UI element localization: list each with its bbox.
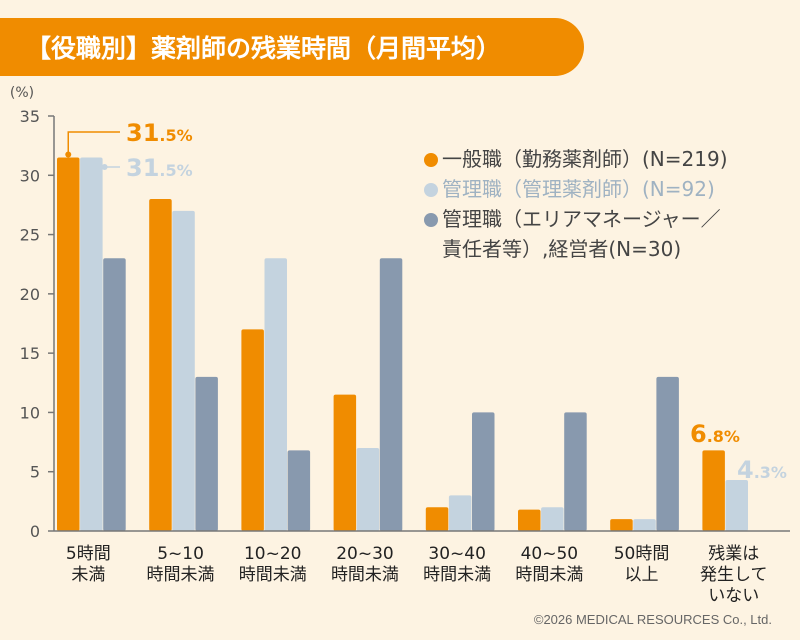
bar [149,199,172,531]
bar [241,329,264,531]
legend-item-general: 一般職（勤務薬剤師）(N=219) [424,144,764,174]
bar [264,258,287,531]
bar [333,394,357,531]
bar [379,258,403,531]
annotation-dot [101,164,108,170]
bar [702,450,725,531]
legend-label-area-manager: 管理職（エリアマネージャー／ 責任者等）,経営者(N=30) [442,207,721,261]
bar [656,376,679,531]
bar [472,412,495,531]
x-tick-label: 40~50 時間未満 [515,544,583,585]
bar [518,509,541,531]
y-tick-label: 0 [30,522,40,541]
bar [541,507,564,531]
x-tick-label: 20~30 時間未満 [331,544,399,585]
bar [564,412,587,531]
bar [103,258,126,531]
y-tick-label: 35 [20,107,40,126]
y-tick-label: 25 [20,226,40,245]
x-tick-label: 残業は発生していない [700,544,768,606]
data-label: 31.5% [126,119,193,147]
x-tick-label: 5~10 時間未満 [147,544,215,585]
legend-label-manager: 管理職（管理薬剤師）(N=92) [442,177,715,201]
legend-item-area-manager: 管理職（エリアマネージャー／ 責任者等）,経営者(N=30) [424,204,764,264]
legend-dot-general [424,153,438,167]
annotation-dot [65,151,72,158]
legend-dot-manager [424,183,438,197]
data-label: 31.5% [126,154,193,182]
bar [633,519,656,531]
bar [448,495,472,531]
y-tick-label: 5 [30,463,40,482]
bar [356,448,380,531]
title-banner: 【役職別】薬剤師の残業時間（月間平均） [0,18,584,76]
bar [725,480,748,531]
legend-dot-area-manager [424,213,438,227]
y-axis-unit-label: (%) [10,85,34,101]
bar [172,210,195,531]
bar [287,450,311,531]
data-label: 6.8% [690,420,740,448]
y-tick-label: 20 [20,285,40,304]
annotation-leader [67,131,120,155]
bar [610,519,633,531]
bar [425,507,449,531]
y-tick-label: 30 [20,166,40,185]
x-tick-label: 50時間以上 [614,544,670,585]
x-tick-label: 5時間未満 [66,544,111,585]
copyright-notice: ©2026 MEDICAL RESOURCES Co., Ltd. [533,612,772,627]
x-tick-label: 10~20 時間未満 [239,544,307,585]
legend: 一般職（勤務薬剤師）(N=219) 管理職（管理薬剤師）(N=92) 管理職（エ… [424,144,764,264]
data-label: 4.3% [737,456,787,484]
y-tick-label: 10 [20,403,40,422]
y-tick-label: 15 [20,344,40,363]
bar [80,157,103,531]
chart-title: 【役職別】薬剤師の残業時間（月間平均） [26,34,502,63]
bar [57,157,80,531]
legend-item-manager: 管理職（管理薬剤師）(N=92) [424,174,764,204]
bar [195,376,218,531]
legend-label-general: 一般職（勤務薬剤師）(N=219) [442,147,728,171]
x-tick-label: 30~40 時間未満 [423,544,491,585]
